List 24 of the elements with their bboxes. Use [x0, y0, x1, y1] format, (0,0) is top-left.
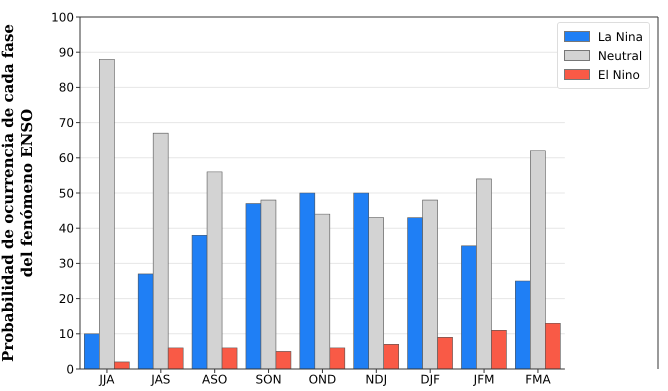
- y-tick-label: 50: [58, 186, 74, 200]
- y-tick-label: 100: [51, 10, 74, 24]
- x-tick-label: SON: [256, 372, 282, 387]
- x-tick-label: FMA: [525, 372, 552, 387]
- y-tick-label: 40: [58, 221, 74, 236]
- x-tick-label: JFM: [472, 372, 494, 387]
- x-tick-label: NDJ: [365, 372, 388, 387]
- y-tick-label: 30: [58, 256, 74, 271]
- y-tick-label: 0: [66, 362, 74, 376]
- legend-label: La Nina: [598, 30, 643, 44]
- y-tick-label: 70: [58, 116, 74, 130]
- x-tick-label: OND: [308, 372, 336, 387]
- y-tick-label: 60: [58, 151, 74, 166]
- x-tick-label: ASO: [202, 372, 228, 387]
- legend-label: Neutral: [598, 48, 642, 62]
- x-tick-label: JAS: [150, 372, 170, 387]
- y-tick-label: 80: [58, 80, 74, 95]
- y-tick-label: 90: [58, 45, 74, 60]
- y-tick-label: 20: [58, 292, 74, 306]
- y-tick-label: 10: [58, 327, 74, 342]
- x-tick-label: JJA: [98, 372, 116, 387]
- legend-label: El Nino: [598, 68, 640, 82]
- y-axis-title: Probabilidad de ocurrencia de cada fase del fenómeno ENSO: [0, 24, 36, 362]
- x-tick-label: DJF: [420, 372, 440, 387]
